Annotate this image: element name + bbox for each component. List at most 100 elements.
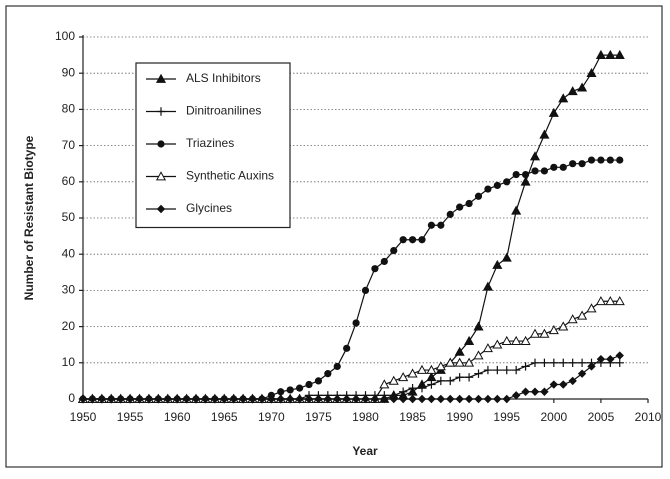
- marker: [427, 380, 436, 389]
- y-tick-label: 0: [68, 391, 75, 405]
- marker: [615, 351, 624, 360]
- marker: [426, 364, 437, 374]
- marker: [482, 343, 493, 353]
- marker: [389, 394, 398, 404]
- marker: [464, 357, 475, 367]
- marker: [416, 364, 428, 374]
- marker: [417, 394, 427, 404]
- marker: [540, 358, 549, 367]
- marker: [465, 199, 473, 208]
- marker: [97, 394, 107, 404]
- marker: [473, 321, 484, 331]
- marker: [540, 387, 549, 396]
- legend-label: Synthetic Auxins: [186, 169, 274, 183]
- legend-marker: [156, 204, 166, 214]
- marker: [511, 391, 521, 400]
- marker: [257, 394, 267, 404]
- marker: [456, 203, 464, 211]
- marker: [549, 380, 559, 389]
- x-tick-label: 2010: [635, 410, 662, 424]
- marker: [577, 310, 588, 320]
- marker: [501, 335, 512, 345]
- marker: [125, 394, 135, 404]
- marker: [568, 376, 577, 386]
- y-tick-label: 20: [62, 319, 76, 333]
- marker: [502, 365, 511, 375]
- marker: [78, 394, 88, 404]
- marker: [342, 394, 351, 404]
- legend-label: Triazines: [186, 136, 234, 150]
- marker: [210, 394, 220, 404]
- marker: [107, 394, 116, 404]
- marker: [577, 82, 588, 92]
- marker: [569, 160, 577, 168]
- marker: [379, 379, 390, 389]
- marker: [88, 394, 97, 404]
- marker: [455, 373, 464, 382]
- marker: [548, 324, 559, 335]
- legend-label: Dinitroanilines: [186, 104, 261, 118]
- marker: [502, 394, 511, 404]
- marker: [473, 350, 484, 360]
- marker: [380, 257, 388, 266]
- x-tick-label: 1950: [70, 410, 97, 424]
- marker: [597, 156, 605, 164]
- marker: [116, 394, 125, 404]
- marker: [615, 358, 624, 367]
- marker: [521, 170, 530, 179]
- marker: [530, 358, 540, 367]
- marker: [595, 49, 606, 59]
- frame: [5, 5, 663, 468]
- marker: [361, 394, 370, 404]
- series-line: [83, 362, 620, 400]
- marker: [464, 335, 475, 345]
- marker: [595, 296, 606, 306]
- marker: [435, 361, 446, 371]
- y-tick-label: 40: [62, 246, 76, 260]
- marker: [483, 394, 493, 404]
- marker: [493, 365, 502, 375]
- legend-marker: [157, 140, 165, 148]
- marker: [512, 170, 520, 179]
- marker: [530, 387, 540, 396]
- marker: [182, 394, 191, 404]
- marker: [295, 394, 304, 404]
- x-tick-label: 1990: [446, 410, 473, 424]
- marker: [493, 394, 502, 404]
- y-tick-label: 30: [62, 283, 76, 297]
- y-tick-label: 50: [62, 210, 76, 224]
- marker: [446, 376, 455, 386]
- marker: [436, 376, 446, 386]
- marker: [520, 335, 531, 345]
- marker: [492, 259, 503, 269]
- marker: [587, 362, 596, 371]
- marker: [154, 394, 163, 404]
- marker: [220, 394, 229, 404]
- marker: [398, 372, 409, 382]
- series-line: [83, 354, 620, 400]
- marker: [248, 394, 257, 404]
- y-tick-label: 60: [62, 174, 76, 188]
- marker: [539, 328, 550, 338]
- marker: [549, 358, 559, 367]
- marker: [455, 394, 464, 404]
- marker: [511, 205, 522, 215]
- marker: [314, 394, 323, 404]
- marker: [550, 163, 558, 171]
- marker: [323, 394, 333, 404]
- marker: [521, 387, 530, 396]
- marker: [454, 346, 465, 356]
- marker: [399, 236, 407, 244]
- marker: [398, 394, 408, 404]
- marker: [493, 181, 501, 190]
- marker: [454, 357, 465, 367]
- marker: [277, 388, 285, 396]
- marker: [286, 386, 294, 394]
- marker: [567, 314, 578, 324]
- marker: [343, 344, 351, 352]
- marker: [437, 221, 445, 229]
- x-tick-label: 1975: [305, 410, 332, 424]
- marker: [558, 93, 569, 103]
- marker: [408, 236, 417, 244]
- marker: [352, 319, 360, 327]
